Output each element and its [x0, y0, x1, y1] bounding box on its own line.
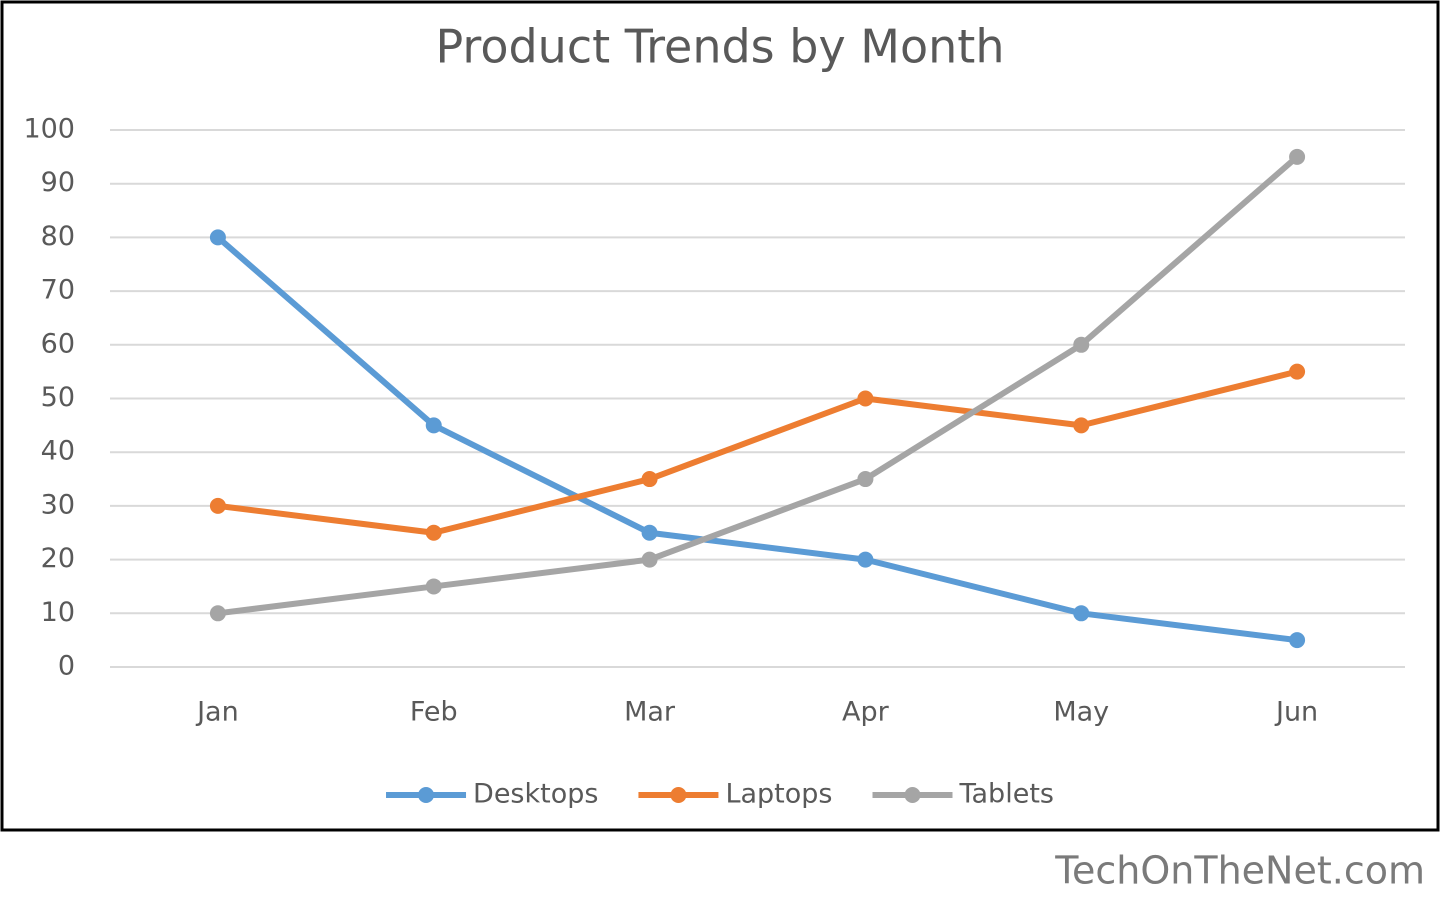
- series-line: [215, 235, 1298, 644]
- legend-marker: [670, 787, 687, 803]
- data-point: [857, 551, 874, 568]
- y-tick-label: 60: [41, 328, 75, 359]
- legend-label: Desktops: [473, 779, 598, 810]
- y-tick-label: 100: [23, 114, 75, 145]
- data-point: [1073, 417, 1090, 434]
- y-tick-label: 0: [58, 651, 75, 682]
- data-point: [1289, 148, 1306, 165]
- data-point: [1289, 363, 1306, 380]
- data-point: [425, 417, 442, 434]
- series-line: [217, 368, 1298, 536]
- y-tick-label: 70: [41, 275, 75, 306]
- data-point: [857, 471, 874, 488]
- y-tick-label: 50: [41, 382, 75, 413]
- watermark: TechOnTheNet.com: [1054, 849, 1425, 893]
- y-tick-label: 20: [41, 543, 75, 574]
- chart-title: Product Trends by Month: [436, 20, 1005, 74]
- legend-label: Laptops: [725, 779, 832, 810]
- legend-item: Tablets: [872, 779, 1054, 810]
- y-tick-label: 40: [41, 436, 75, 467]
- series-line: [217, 154, 1300, 617]
- legend-marker: [418, 787, 435, 803]
- data-point: [641, 551, 658, 568]
- x-tick-label: Mar: [624, 697, 676, 728]
- y-tick-label: 10: [41, 597, 75, 628]
- legend-label: Tablets: [958, 779, 1053, 810]
- legend-item: Desktops: [386, 779, 598, 810]
- y-tick-label: 90: [41, 167, 75, 198]
- x-tick-label: Feb: [410, 697, 458, 728]
- data-point: [209, 229, 226, 246]
- data-point: [425, 578, 442, 595]
- data-point: [1289, 632, 1306, 649]
- data-point: [209, 605, 226, 622]
- data-point: [641, 524, 658, 541]
- x-tick-label: May: [1053, 697, 1109, 728]
- chart-border: [0, 0, 1440, 832]
- x-tick-label: Jun: [1274, 697, 1318, 728]
- x-tick-label: Jan: [195, 697, 239, 728]
- data-point: [641, 471, 658, 488]
- x-tick-label: Apr: [842, 697, 890, 728]
- data-point: [1073, 605, 1090, 622]
- y-tick-label: 30: [41, 489, 75, 520]
- data-point: [209, 497, 226, 514]
- y-tick-label: 80: [41, 221, 75, 252]
- data-point: [1073, 336, 1090, 353]
- legend-item: Laptops: [638, 779, 832, 810]
- data-point: [857, 390, 874, 407]
- data-point: [425, 524, 442, 541]
- legend-marker: [904, 787, 921, 803]
